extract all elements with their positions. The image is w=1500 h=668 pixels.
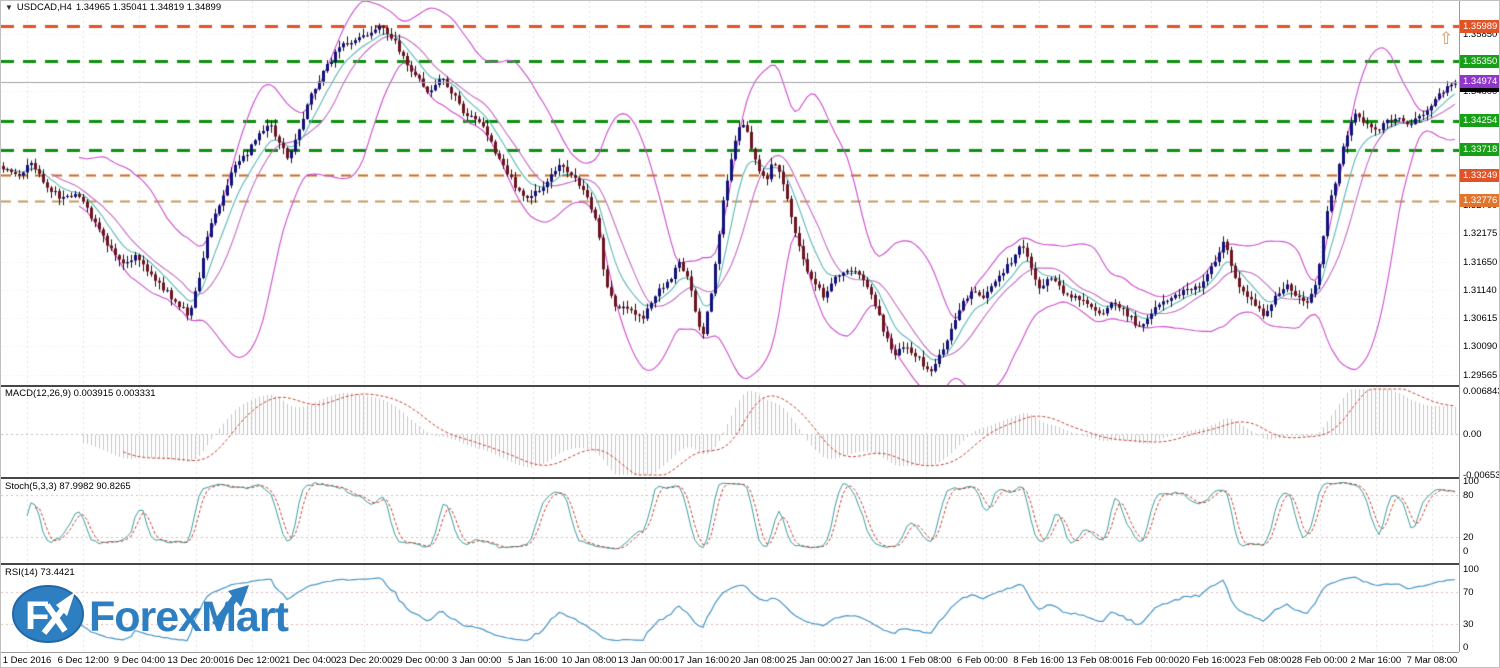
time-tick-label: 2 Mar 16:00 <box>1350 655 1402 666</box>
symbol-dropdown-icon[interactable]: ▼ <box>5 3 13 12</box>
time-tick-label: 7 Mar 08:00 <box>1406 655 1458 666</box>
time-tick-label: 3 Jan 00:00 <box>451 655 502 666</box>
current-price-tag: 1.34974 <box>1460 75 1499 89</box>
time-tick-label: 8 Feb 16:00 <box>1013 655 1064 666</box>
time-tick-label: 25 Jan 00:00 <box>786 655 842 666</box>
time-tick-label: 13 Feb 08:00 <box>1066 655 1123 666</box>
ohlc-readout: 1.34965 1.35041 1.34819 1.34899 <box>75 2 222 13</box>
logo-m-arrow-head-icon <box>228 585 249 607</box>
symbol-label: USDCAD,H4 <box>16 2 72 13</box>
time-tick-label: 13 Jan 00:00 <box>617 655 673 666</box>
time-tick-label: 20 Feb 16:00 <box>1179 655 1236 666</box>
up-arrow-annotation-icon[interactable]: ⇧ <box>1439 29 1454 48</box>
hline-price-tag: 1.32776 <box>1460 194 1499 208</box>
time-tick-label: 6 Dec 12:00 <box>57 655 109 666</box>
macd-axis-tick: 0.006843 <box>1463 385 1500 397</box>
time-tick-label: 17 Jan 16:00 <box>673 655 729 666</box>
hline-price-tag: 1.34254 <box>1460 114 1499 128</box>
price-tick: 1.30090 <box>1463 341 1498 353</box>
macd-axis-tick: 0.00 <box>1463 429 1482 440</box>
logo-wordmark: ForexMart <box>89 593 289 641</box>
hline-price-tag: 1.33718 <box>1460 143 1499 157</box>
pane-divider[interactable] <box>1 477 1499 479</box>
rsi-axis-tick: 100 <box>1463 564 1479 575</box>
time-tick-label: 6 Feb 00:00 <box>957 655 1008 666</box>
price-tick: 1.31650 <box>1463 256 1498 268</box>
stoch-axis-tick: 20 <box>1463 532 1474 543</box>
time-tick-label: 29 Dec 00:00 <box>392 655 449 666</box>
time-tick-label: 5 Jan 16:00 <box>507 655 558 666</box>
price-axis[interactable]: 1.358501.348001.327001.321751.316501.311… <box>1459 1 1500 653</box>
hline-price-tag: 1.33249 <box>1460 168 1499 182</box>
rsi-axis-tick: 70 <box>1463 587 1474 599</box>
time-axis[interactable]: 1 Dec 2016 6 Dec 12:00 9 Dec 04:00 13 Dec 2… <box>1 652 1459 667</box>
hline-price-tag: 1.35989 <box>1460 19 1499 33</box>
macd-canvas[interactable] <box>1 387 1459 477</box>
price-tick: 1.29565 <box>1463 369 1498 381</box>
pane-divider[interactable] <box>1 385 1499 387</box>
price-tick: 1.30615 <box>1463 312 1498 324</box>
price-tick: 1.31140 <box>1463 284 1497 296</box>
time-tick-label: 27 Jan 16:00 <box>842 655 898 666</box>
rsi-label: RSI(14) 73.4421 <box>5 567 75 578</box>
time-tick-label: 9 Dec 04:00 <box>113 655 166 666</box>
chart-title: ▼ USDCAD,H4 1.34965 1.35041 1.34819 1.34… <box>5 2 221 13</box>
logo-arrow-head-icon <box>56 592 75 616</box>
time-tick-label: 13 Dec 20:00 <box>167 655 224 666</box>
logo-arrow-shaft <box>41 607 66 635</box>
time-tick-label: 16 Feb 00:00 <box>1123 655 1179 666</box>
time-tick-label: 23 Dec 20:00 <box>335 655 393 666</box>
rsi-axis-tick: 30 <box>1463 618 1474 630</box>
time-tick-label: 16 Dec 12:00 <box>223 655 281 666</box>
macd-label: MACD(12,26,9) 0.003915 0.003331 <box>5 388 156 399</box>
time-tick-label: 23 Feb 08:00 <box>1235 655 1292 666</box>
price-tick: 1.35850 <box>1463 29 1498 40</box>
time-tick-label: 20 Jan 08:00 <box>730 655 786 666</box>
rsi-axis-tick: 0 <box>1463 642 1469 653</box>
pane-divider[interactable] <box>1 563 1499 565</box>
time-tick-label: 28 Feb 00:00 <box>1291 655 1348 666</box>
stoch-axis-tick: 0 <box>1463 546 1469 557</box>
forexmart-logo: F ForexMart <box>12 585 290 643</box>
price-tick: 1.32175 <box>1463 228 1498 240</box>
stoch-axis-tick: 100 <box>1463 476 1479 487</box>
time-tick-label: 21 Dec 04:00 <box>279 655 337 666</box>
rsi-canvas[interactable] <box>1 565 1459 651</box>
hline-price-tag: 1.35350 <box>1460 54 1499 68</box>
time-tick-label: 1 Feb 08:00 <box>900 655 952 666</box>
time-tick-label: 1 Dec 2016 <box>2 655 52 666</box>
price-chart-canvas[interactable] <box>1 1 1459 385</box>
logo-m-arrow-shaft <box>212 592 240 628</box>
time-tick-label: 10 Jan 08:00 <box>561 655 617 666</box>
stoch-axis-tick: 80 <box>1463 490 1474 501</box>
stoch-label: Stoch(5,3,3) 87.9982 90.8265 <box>5 481 131 492</box>
stoch-canvas[interactable] <box>1 479 1459 563</box>
